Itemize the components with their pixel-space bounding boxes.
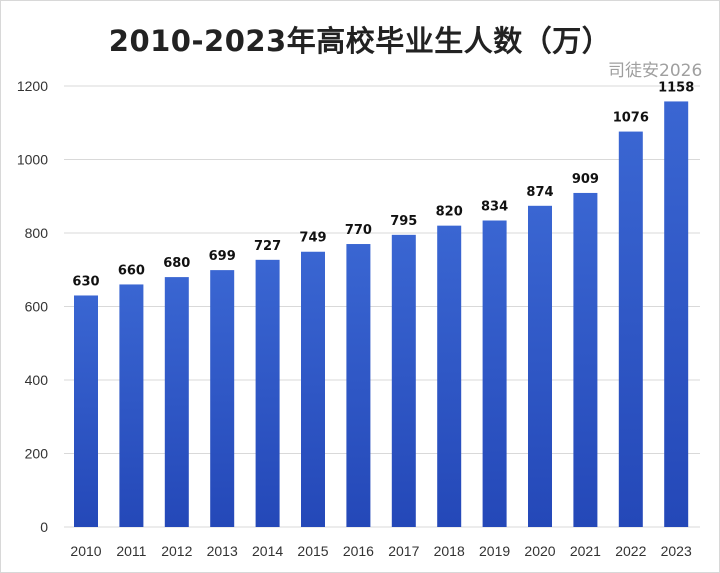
x-tick-label: 2022 — [615, 543, 646, 559]
x-tick-label: 2012 — [161, 543, 192, 559]
y-tick-label: 1200 — [17, 78, 48, 94]
x-tick-label: 2014 — [252, 543, 283, 559]
x-tick-label: 2021 — [570, 543, 601, 559]
bar-2023 — [664, 101, 689, 527]
y-tick-label: 800 — [25, 225, 49, 241]
data-label: 834 — [481, 200, 508, 215]
x-tick-label: 2010 — [70, 543, 101, 559]
watermark: 司徒安2026 — [608, 61, 703, 81]
x-tick-label: 2020 — [524, 543, 555, 559]
data-label: 699 — [209, 249, 236, 264]
bar-2012 — [164, 277, 189, 527]
data-label: 909 — [572, 172, 599, 187]
y-tick-label: 400 — [25, 372, 49, 388]
bar-2011 — [119, 284, 144, 527]
data-label: 874 — [526, 185, 553, 200]
data-label: 1158 — [658, 80, 694, 95]
bar-2020 — [528, 205, 552, 527]
data-label: 727 — [254, 239, 281, 254]
data-label: 660 — [118, 263, 145, 278]
x-tick-label: 2013 — [207, 543, 238, 559]
bar-2010 — [74, 295, 98, 527]
x-tick-label: 2015 — [297, 543, 328, 559]
bar-2022 — [618, 131, 643, 527]
chart-title: 2010-2023年高校毕业生人数（万） — [108, 24, 612, 58]
bar-2017 — [391, 234, 416, 527]
bar-2018 — [437, 225, 462, 527]
bar-2016 — [346, 244, 371, 527]
bar-2021 — [573, 192, 598, 527]
bar-2015 — [301, 251, 325, 527]
data-label: 630 — [72, 274, 99, 289]
x-tick-label: 2018 — [434, 543, 465, 559]
x-tick-label: 2019 — [479, 543, 510, 559]
bar-2014 — [255, 259, 280, 527]
data-label: 795 — [390, 214, 417, 229]
y-tick-label: 0 — [40, 519, 48, 535]
data-label: 1076 — [613, 111, 649, 126]
x-tick-label: 2011 — [116, 543, 146, 559]
bar-2019 — [482, 220, 507, 527]
x-tick-label: 2017 — [388, 543, 419, 559]
data-label: 680 — [163, 256, 190, 271]
x-tick-label: 2016 — [343, 543, 374, 559]
y-tick-label: 1000 — [17, 152, 48, 168]
data-label: 770 — [345, 223, 372, 238]
y-tick-label: 200 — [25, 446, 49, 462]
data-label: 749 — [299, 231, 326, 246]
x-tick-label: 2023 — [661, 543, 692, 559]
bar-2013 — [210, 270, 235, 527]
y-tick-label: 600 — [25, 299, 49, 315]
data-label: 820 — [436, 205, 463, 220]
